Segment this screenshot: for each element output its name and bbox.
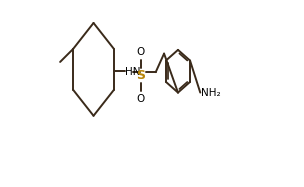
Text: HN: HN xyxy=(125,67,140,77)
Text: O: O xyxy=(137,47,145,57)
Text: S: S xyxy=(136,69,145,82)
Text: O: O xyxy=(137,94,145,103)
Text: NH₂: NH₂ xyxy=(201,88,220,98)
